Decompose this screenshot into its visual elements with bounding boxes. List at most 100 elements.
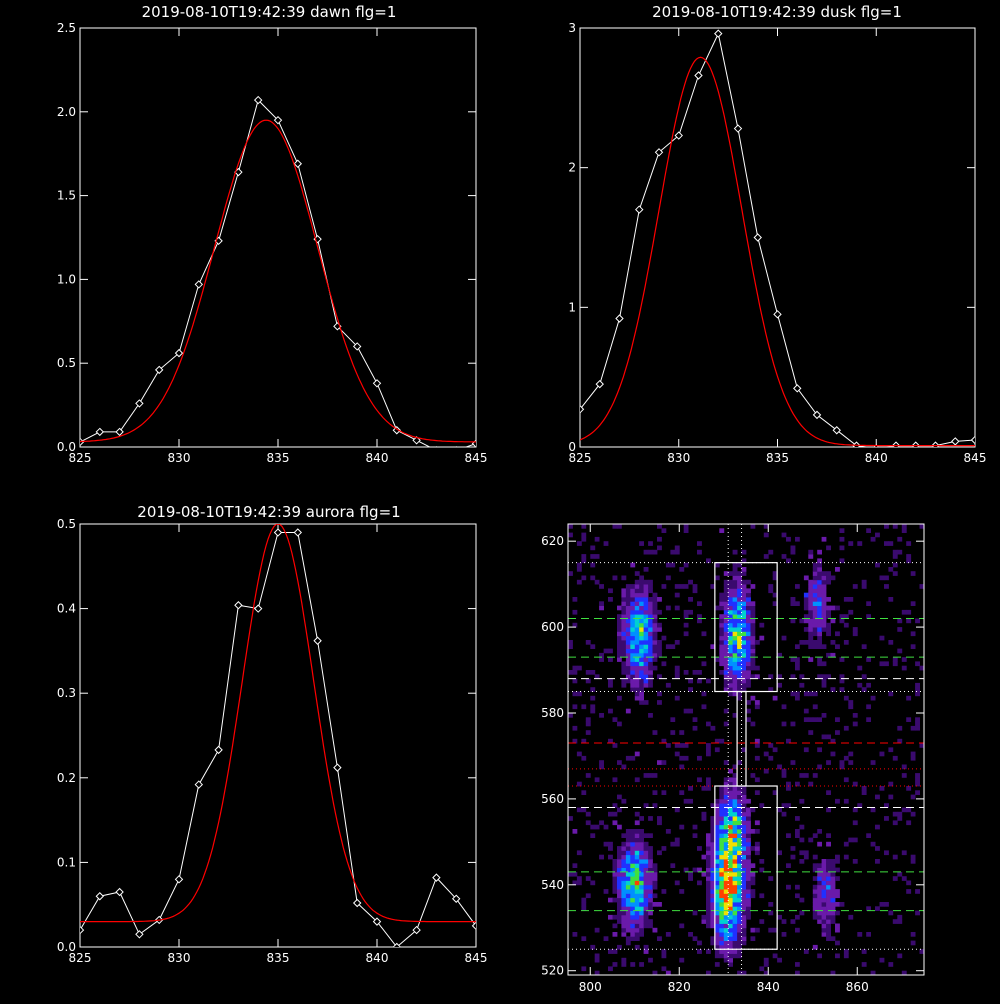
heatmap-cell bbox=[741, 889, 747, 894]
heatmap-cell bbox=[830, 575, 836, 581]
heatmap-cell bbox=[746, 708, 751, 714]
dawn-y-tick-label: 2.0 bbox=[57, 105, 76, 119]
heatmap-cell bbox=[732, 837, 738, 843]
heatmap-cell bbox=[821, 618, 827, 624]
heatmap-cell bbox=[741, 910, 747, 916]
heatmap-cell bbox=[826, 889, 831, 894]
heatmap-cell bbox=[714, 738, 720, 744]
dusk-data-point bbox=[951, 437, 960, 446]
heatmap-cell bbox=[723, 622, 729, 628]
heatmap-cell bbox=[648, 678, 653, 684]
heatmap-cell bbox=[746, 884, 751, 890]
heatmap-cell bbox=[719, 794, 725, 800]
heatmap-cell bbox=[599, 820, 604, 826]
heatmap-cell bbox=[692, 584, 698, 589]
heatmap-cell bbox=[643, 635, 649, 641]
heatmap-cell bbox=[732, 889, 738, 894]
heatmap-cell bbox=[901, 876, 907, 881]
heatmap-cell bbox=[750, 889, 756, 894]
heatmap-cell bbox=[617, 635, 622, 641]
heatmap-cell bbox=[835, 940, 840, 946]
heatmap-cell bbox=[723, 923, 729, 929]
heatmap-cell bbox=[839, 618, 845, 624]
heatmap-cell bbox=[617, 871, 622, 877]
heatmap-cell bbox=[639, 927, 644, 933]
heatmap-cell bbox=[714, 953, 720, 959]
heatmap-cell bbox=[821, 661, 827, 667]
heatmap-cell bbox=[625, 906, 631, 911]
heatmap-cell bbox=[625, 635, 631, 641]
heatmap-cell bbox=[754, 829, 760, 834]
dawn-line-chart: 2019-08-10T19:42:39 dawn flg=1 825 830 835… bbox=[57, 3, 488, 465]
heatmap-cell bbox=[741, 588, 747, 594]
heatmap-cell bbox=[648, 601, 653, 606]
heatmap-cell bbox=[732, 781, 738, 787]
heatmap-cell bbox=[901, 609, 907, 615]
heatmap-cell bbox=[701, 816, 707, 821]
heatmap-cell bbox=[830, 863, 836, 868]
heatmap-cell bbox=[732, 846, 738, 851]
heatmap-cell bbox=[581, 790, 587, 795]
dawn-data-point bbox=[194, 280, 204, 289]
heatmap-cell bbox=[617, 622, 622, 628]
heatmap-cell bbox=[746, 833, 751, 838]
heatmap-cell bbox=[625, 927, 631, 933]
heatmap-cell bbox=[590, 644, 596, 649]
heatmap-y-tick-label: 560 bbox=[541, 792, 564, 806]
heatmap-cell bbox=[754, 927, 760, 933]
heatmap-cell bbox=[688, 609, 693, 615]
heatmap-cell bbox=[599, 652, 604, 658]
heatmap-cell bbox=[657, 597, 662, 602]
heatmap-cell bbox=[777, 682, 782, 688]
heatmap-cell bbox=[630, 665, 636, 671]
heatmap-cell bbox=[634, 841, 640, 847]
heatmap-cell bbox=[906, 807, 912, 813]
heatmap-cell bbox=[657, 902, 662, 907]
heatmap-cell bbox=[821, 601, 827, 606]
heatmap-cell bbox=[812, 944, 818, 950]
heatmap-cell bbox=[812, 627, 818, 632]
heatmap-cell bbox=[750, 893, 756, 899]
heatmap-cell bbox=[737, 584, 742, 589]
heatmap-cell bbox=[830, 751, 836, 757]
heatmap-cell bbox=[719, 670, 725, 675]
heatmap-cell bbox=[817, 902, 822, 907]
heatmap-cell bbox=[643, 841, 649, 847]
heatmap-cell bbox=[657, 524, 662, 529]
heatmap-cell bbox=[612, 897, 618, 903]
heatmap-cell bbox=[674, 670, 680, 675]
heatmap-x-tick-label: 820 bbox=[668, 980, 691, 994]
heatmap-cell bbox=[719, 652, 725, 658]
dawn-x-tick-label: 830 bbox=[168, 451, 191, 465]
heatmap-cell bbox=[737, 562, 742, 568]
heatmap-cell bbox=[634, 584, 640, 589]
heatmap-cell bbox=[915, 777, 920, 783]
dusk-x-tick-label: 830 bbox=[667, 451, 690, 465]
heatmap-cell bbox=[728, 910, 733, 916]
heatmap-cell bbox=[817, 614, 822, 619]
heatmap-cell bbox=[737, 657, 742, 662]
heatmap-cell bbox=[910, 631, 916, 637]
heatmap-cell bbox=[723, 932, 729, 937]
heatmap-cell bbox=[741, 833, 747, 838]
heatmap-cell bbox=[657, 691, 662, 697]
heatmap-cell bbox=[746, 670, 751, 675]
heatmap-cell bbox=[759, 859, 765, 864]
heatmap-cell bbox=[706, 897, 711, 903]
heatmap-cell bbox=[723, 803, 729, 808]
heatmap-cell bbox=[657, 609, 662, 615]
heatmap-cell bbox=[795, 927, 800, 933]
heatmap-cell bbox=[728, 640, 733, 645]
heatmap-cell bbox=[639, 670, 644, 675]
heatmap-cell bbox=[719, 923, 725, 929]
heatmap-cell bbox=[803, 575, 809, 581]
heatmap-cell bbox=[750, 618, 756, 624]
heatmap-cell bbox=[723, 936, 729, 941]
heatmap-cell bbox=[706, 884, 711, 890]
heatmap-cell bbox=[572, 863, 578, 868]
aurora-x-tick-label: 835 bbox=[267, 951, 290, 965]
heatmap-cell bbox=[754, 846, 760, 851]
heatmap-cell bbox=[617, 846, 622, 851]
heatmap-cell bbox=[826, 876, 831, 881]
heatmap-cell bbox=[754, 820, 760, 826]
